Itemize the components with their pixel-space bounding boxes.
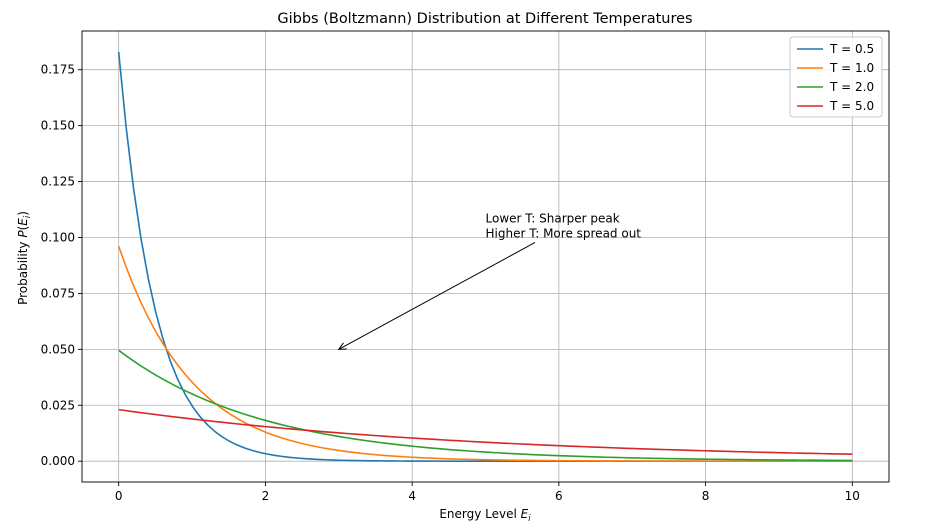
- legend: T = 0.5 T = 1.0 T = 2.0 T = 5.0: [789, 36, 883, 118]
- axes-frame: [81, 30, 890, 483]
- legend-label-0: T = 0.5: [829, 42, 874, 56]
- y-tick-label-0: 0.000: [41, 454, 75, 468]
- tick-labels: 0 2 4 6 8 10 0.000 0.025 0.050 0.075 0.100 0.125 0.1…: [41, 63, 860, 503]
- y-tick-label-4: 0.100: [41, 230, 75, 244]
- chart-title: Gibbs (Boltzmann) Distribution at Differ…: [277, 11, 692, 27]
- x-tick-label-2: 4: [408, 489, 416, 503]
- y-tick-label-1: 0.025: [41, 398, 75, 412]
- x-tick-label-1: 2: [262, 489, 270, 503]
- legend-box: [789, 36, 883, 118]
- series-lines: [117, 51, 853, 462]
- series-line-1: [117, 245, 853, 462]
- x-tick-label-5: 10: [845, 489, 860, 503]
- legend-label-2: T = 2.0: [829, 80, 874, 94]
- y-tick-label-6: 0.150: [41, 119, 75, 133]
- series-line-3: [118, 408, 853, 456]
- series-line-2: [118, 349, 853, 462]
- annotation-line-0: Lower T: Sharper peak: [486, 211, 620, 225]
- annotation-arrow-shaft: [338, 242, 536, 350]
- y-tick-label-5: 0.125: [41, 175, 75, 189]
- y-tick-label-2: 0.050: [41, 342, 75, 356]
- x-tick-label-0: 0: [115, 489, 123, 503]
- x-tick-label-3: 6: [555, 489, 563, 503]
- y-axis-label: Probability P(Ei): [16, 211, 33, 305]
- x-tick-label-4: 8: [702, 489, 710, 503]
- plot-frame: [81, 30, 890, 483]
- annotation-arrow-head: [337, 342, 347, 350]
- x-axis-label: Energy Level Ei: [439, 507, 531, 524]
- y-tick-label-7: 0.175: [41, 63, 75, 77]
- legend-label-3: T = 5.0: [829, 99, 874, 113]
- y-tick-label-3: 0.075: [41, 286, 75, 300]
- legend-label-1: T = 1.0: [829, 61, 874, 75]
- annotation-line-1: Higher T: More spread out: [486, 226, 642, 240]
